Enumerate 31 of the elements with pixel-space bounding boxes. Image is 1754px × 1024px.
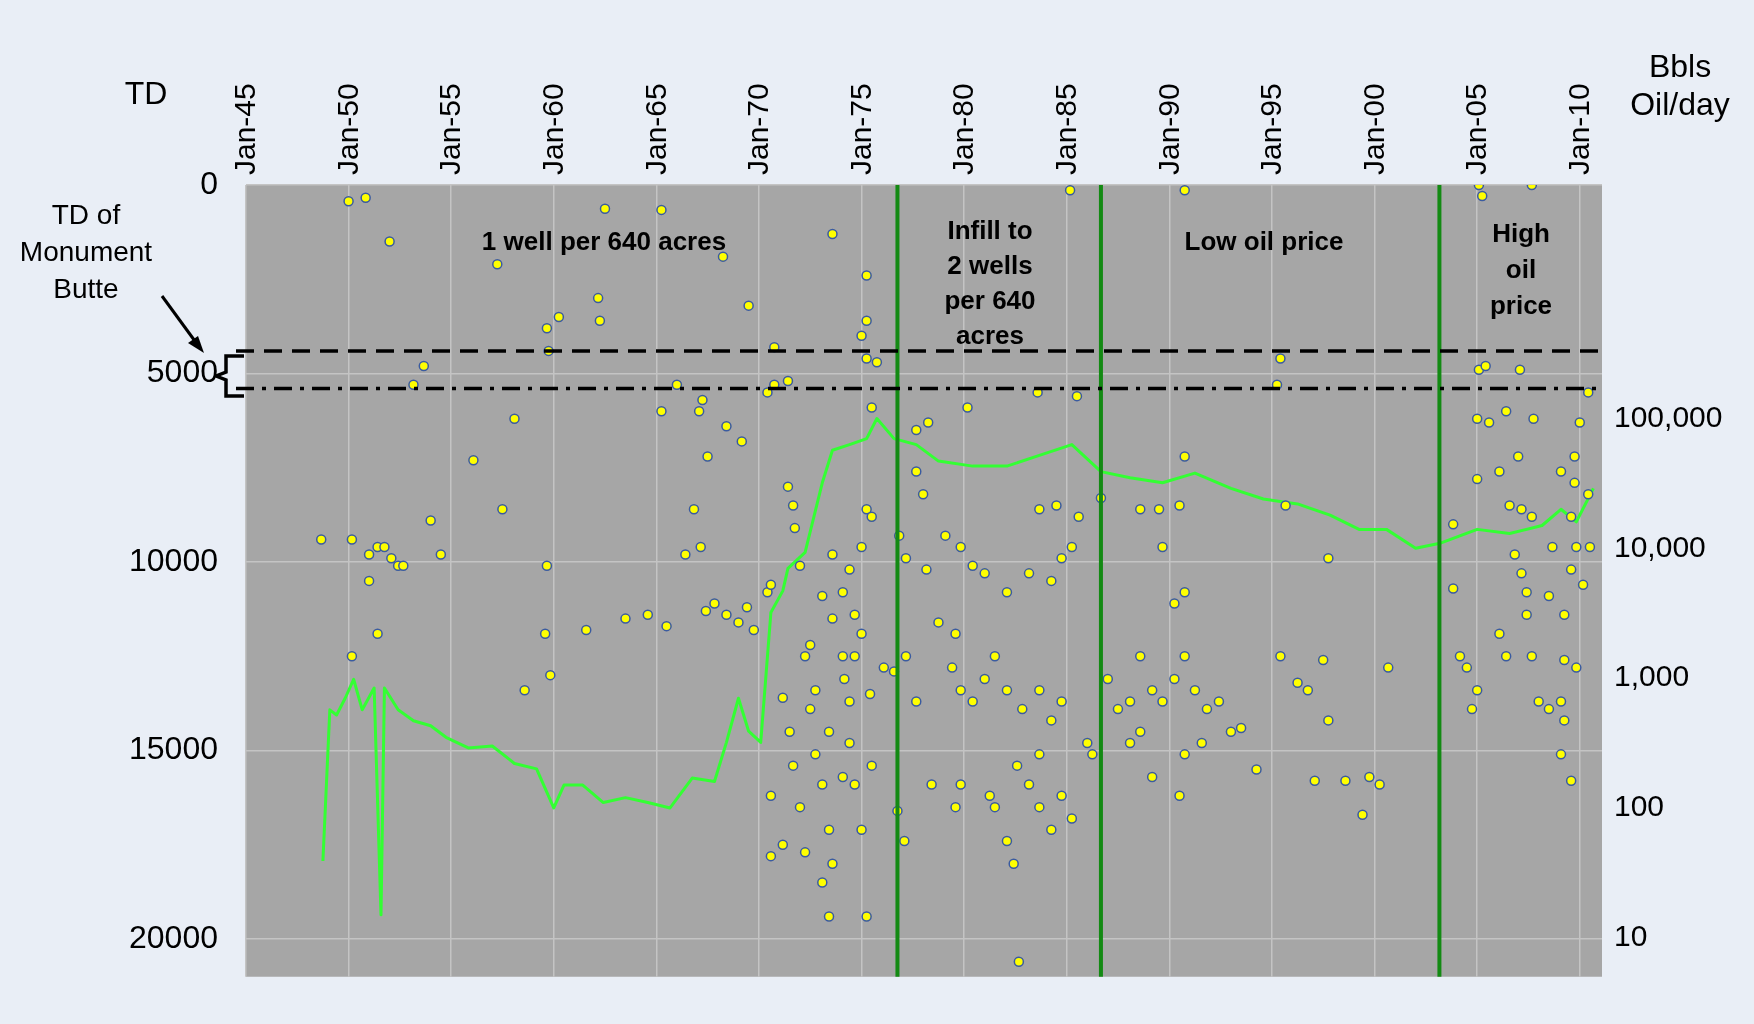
x-tick-label: Jan-10 <box>1562 83 1596 175</box>
x-tick-label: Jan-70 <box>741 83 775 175</box>
annotation: Low oil price <box>1184 226 1344 257</box>
x-tick-label: Jan-80 <box>946 83 980 175</box>
y2-tick-label: 100 <box>1614 789 1665 823</box>
y-tick-label: 10000 <box>129 541 218 578</box>
annotation: Infill to 2 wells per 640 acres <box>944 215 1036 351</box>
y2-tick-label: 10 <box>1614 918 1648 952</box>
y-tick-label: 0 <box>200 164 218 201</box>
y2-tick-label: 100,000 <box>1614 399 1723 433</box>
x-tick-label: Jan-60 <box>536 83 570 175</box>
x-tick-label: Jan-75 <box>843 83 877 175</box>
y-tick-label: 15000 <box>129 730 218 767</box>
y-tick-label: 20000 <box>129 918 218 955</box>
x-tick-label: Jan-55 <box>433 83 467 175</box>
annotation: 1 well per 640 acres <box>481 226 727 257</box>
x-tick-label: Jan-00 <box>1356 83 1390 175</box>
text: TD of Monument Butte <box>19 198 153 304</box>
y2-axis-title: Bbls Oil/day <box>1630 47 1730 122</box>
x-tick-label: Jan-50 <box>330 83 364 175</box>
x-tick-label: Jan-05 <box>1459 83 1493 175</box>
y-tick-label: 5000 <box>146 353 218 390</box>
x-tick-label: Jan-85 <box>1049 83 1083 175</box>
x-tick-label: Jan-95 <box>1254 83 1288 175</box>
y2-tick-label: 1,000 <box>1614 659 1690 693</box>
y2-tick-label: 10,000 <box>1614 529 1706 563</box>
x-tick-label: Jan-45 <box>228 83 262 175</box>
y-axis-title: TD <box>124 74 168 111</box>
x-tick-label: Jan-65 <box>638 83 672 175</box>
annotation: High oil price <box>1489 218 1553 321</box>
x-tick-label: Jan-90 <box>1151 83 1185 175</box>
